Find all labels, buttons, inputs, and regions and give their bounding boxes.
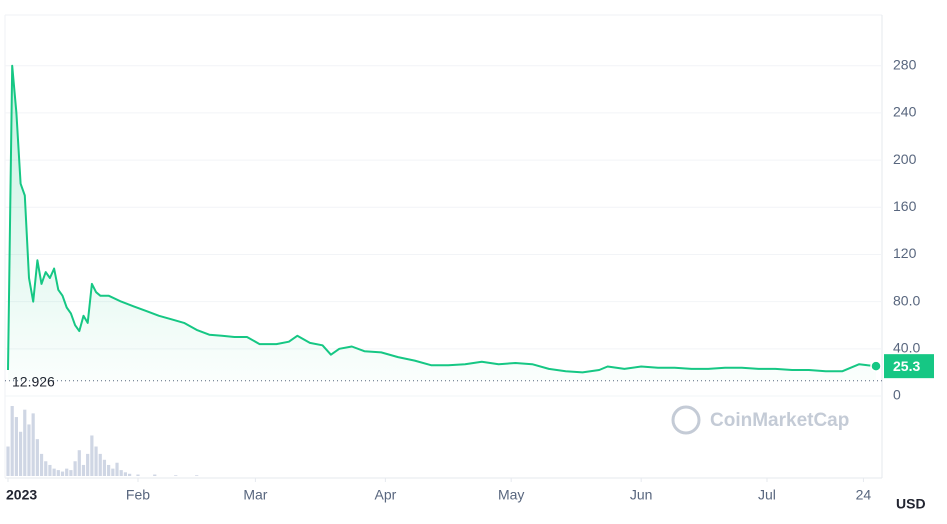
- volume-bar: [128, 473, 132, 476]
- x-tick-label: 2023: [6, 487, 37, 503]
- volume-bar: [98, 453, 102, 476]
- volume-bar: [115, 462, 119, 476]
- x-tick-label: Mar: [243, 487, 267, 503]
- volume-bar: [27, 424, 31, 476]
- volume-bar: [69, 470, 73, 476]
- volume-bar: [14, 417, 18, 476]
- price-area: [8, 65, 876, 381]
- volume-bar: [56, 470, 60, 476]
- volume-bar: [81, 464, 86, 476]
- y-tick-label: 120: [893, 245, 917, 261]
- currency-label: USD: [896, 496, 926, 512]
- volume-bar: [48, 464, 52, 476]
- volume-bar: [136, 474, 140, 476]
- y-tick-label: 200: [893, 151, 917, 167]
- y-tick-label: 160: [893, 198, 917, 214]
- volume-bar: [90, 435, 94, 476]
- volume-bar: [65, 468, 69, 476]
- volume-bar: [94, 446, 98, 476]
- volume-bar: [31, 413, 35, 476]
- volume-bar: [195, 475, 199, 476]
- volume-bar: [153, 474, 157, 476]
- y-tick-label: 280: [893, 56, 917, 72]
- volume-bar: [123, 472, 128, 476]
- volume-bar: [174, 475, 178, 476]
- y-tick-label: 0: [893, 387, 901, 403]
- watermark: CoinMarketCap: [671, 405, 849, 435]
- y-tick-label: 80.0: [893, 292, 920, 308]
- volume-bar: [44, 461, 48, 476]
- x-tick-label: Apr: [374, 487, 396, 503]
- volume-bar: [107, 464, 111, 476]
- volume-bar: [23, 409, 27, 476]
- y-tick-label: 40.0: [893, 340, 920, 356]
- x-tick-label: Feb: [126, 487, 150, 503]
- current-price-label: 25.3: [893, 358, 920, 374]
- volume-bar: [119, 470, 123, 476]
- volume-bar: [18, 431, 23, 476]
- volume-bar: [86, 453, 90, 476]
- current-price-badge: [884, 354, 934, 379]
- volume-bar: [10, 406, 14, 476]
- volume-bar: [35, 439, 39, 476]
- x-tick-label: May: [498, 487, 524, 503]
- volume-bar: [52, 468, 56, 476]
- x-tick-label: 24: [856, 487, 872, 503]
- x-tick-label: Jun: [630, 487, 653, 503]
- volume-bar: [60, 471, 65, 476]
- volume-bar: [73, 461, 77, 476]
- volume-bar: [111, 468, 115, 476]
- watermark-text: CoinMarketCap: [710, 410, 849, 431]
- last-point: [870, 360, 882, 372]
- volume-bar: [6, 446, 10, 476]
- y-tick-label: 240: [893, 104, 917, 120]
- volume-bar: [102, 459, 107, 476]
- x-tick-label: Jul: [758, 487, 776, 503]
- price-line: [7, 64, 877, 374]
- volume-bar: [39, 453, 44, 476]
- volume-bar: [77, 450, 81, 476]
